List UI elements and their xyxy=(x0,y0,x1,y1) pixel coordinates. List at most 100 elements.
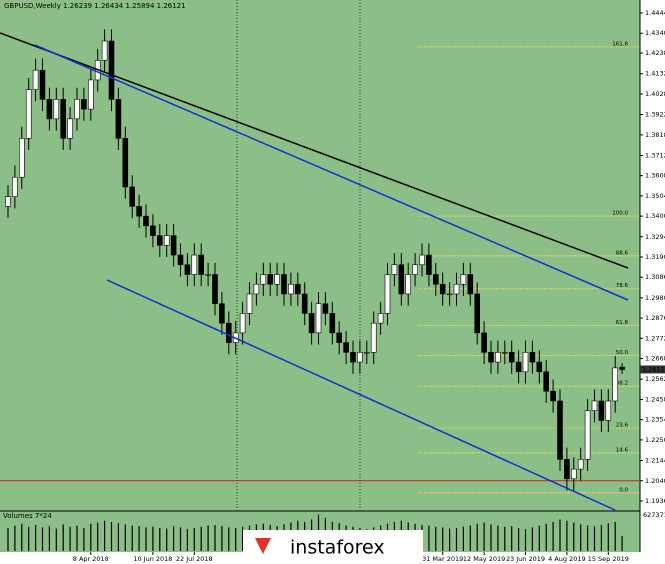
candle-body xyxy=(453,283,460,295)
candles xyxy=(5,29,625,491)
axes: 1.44440 1.43400 1.42380 1.41320 1.40280 1.392… xyxy=(73,9,665,563)
fib-label: 161.8 xyxy=(612,41,628,47)
x-tick-label: 4 Aug 2019 xyxy=(548,555,586,563)
candle-body xyxy=(508,352,515,363)
candle-body xyxy=(267,274,274,285)
channel-lower xyxy=(106,279,616,511)
candle-body xyxy=(377,313,384,324)
watermark-logo xyxy=(255,538,271,554)
candle-body xyxy=(432,274,439,285)
fib-label: 50.0 xyxy=(616,350,629,356)
y-tick-label: 1.22500 xyxy=(645,436,665,444)
candle-body xyxy=(322,303,329,314)
candle-body xyxy=(115,99,122,139)
candle-body xyxy=(143,215,149,227)
candle-body xyxy=(108,40,115,100)
candle-body xyxy=(412,264,418,275)
fib-label: 78.6 xyxy=(616,283,629,289)
y-tick-label: 1.32940 xyxy=(645,233,665,241)
y-tick-label: 1.43400 xyxy=(645,29,665,37)
candle-body xyxy=(612,367,619,402)
candle-body xyxy=(163,235,170,246)
candle-body xyxy=(543,371,550,392)
candle-body xyxy=(405,274,412,295)
candle-body xyxy=(370,322,377,353)
y-tick-label: 1.31900 xyxy=(645,253,665,261)
y-tick-label: 1.42380 xyxy=(645,49,665,57)
candle-body xyxy=(557,400,563,460)
y-tick-label: 1.26680 xyxy=(645,355,665,363)
candle-body xyxy=(205,274,211,276)
candle-body xyxy=(60,99,67,139)
candle-body xyxy=(460,274,467,285)
candle-body xyxy=(246,293,253,314)
candle-body xyxy=(74,99,80,120)
candle-body xyxy=(177,254,184,266)
candle-body xyxy=(584,410,591,460)
candle-body xyxy=(495,352,501,363)
candle-body xyxy=(274,274,280,285)
fib-label: 100.0 xyxy=(612,211,628,217)
y-tick-label: 1.44440 xyxy=(645,9,665,17)
candle-body xyxy=(288,283,294,295)
y-tick-label: 1.41320 xyxy=(645,70,665,78)
fib-label: 14.6 xyxy=(616,447,629,453)
x-tick-label: 12 May 2019 xyxy=(463,555,505,563)
candle-body xyxy=(67,118,73,139)
candle-body xyxy=(350,352,356,363)
candle-body xyxy=(101,40,108,61)
candle-body xyxy=(39,69,46,100)
candle-body xyxy=(81,99,87,110)
candle-body xyxy=(391,264,398,275)
candle-body xyxy=(536,361,543,373)
candle-body xyxy=(605,400,612,421)
candle-body xyxy=(343,342,349,353)
y-tick-label: 1.38180 xyxy=(645,131,665,139)
candle-body xyxy=(226,322,232,343)
candle-body xyxy=(467,274,474,295)
candle-body xyxy=(619,366,625,370)
candle-body xyxy=(315,303,322,334)
candle-body xyxy=(522,352,529,373)
candle-body xyxy=(336,332,343,343)
fib-label: 61.8 xyxy=(616,320,629,326)
candle-body xyxy=(598,400,605,421)
trend-line xyxy=(0,32,629,269)
channel-upper xyxy=(34,44,629,301)
candle-body xyxy=(18,138,25,178)
volume-tick-label: 627371 xyxy=(643,511,665,519)
fib-label: 38.2 xyxy=(616,381,628,387)
fib-label: 23.6 xyxy=(616,423,629,429)
y-tick-label: 1.23540 xyxy=(645,416,665,424)
last-price-label: 1.26121 xyxy=(642,365,665,373)
candle-body xyxy=(53,99,60,120)
fib-label: 88.6 xyxy=(616,250,629,256)
candle-body xyxy=(212,274,218,304)
y-tick-label: 1.30860 xyxy=(645,273,665,281)
candle-body xyxy=(12,176,18,197)
y-tick-label: 1.20400 xyxy=(645,477,665,485)
candle-body xyxy=(439,283,446,295)
candle-body xyxy=(446,293,453,296)
candle-body xyxy=(32,69,39,90)
candle-body xyxy=(481,332,487,353)
candle-body xyxy=(157,235,163,246)
candle-body xyxy=(329,313,336,334)
candle-body xyxy=(191,254,198,275)
candle-body xyxy=(294,283,301,295)
y-tick-label: 1.35040 xyxy=(645,192,665,200)
y-tick-label: 1.21440 xyxy=(645,457,665,465)
candle-body xyxy=(398,264,405,295)
x-tick-label: 23 Jun 2019 xyxy=(506,555,545,563)
candle-body xyxy=(515,361,522,373)
candle-body xyxy=(501,352,508,354)
candle-body xyxy=(426,254,432,275)
fib-label: 0.0 xyxy=(619,487,628,493)
y-tick-label: 1.28760 xyxy=(645,314,665,322)
y-tick-label: 1.40280 xyxy=(645,90,665,98)
y-tick-label: 1.36080 xyxy=(645,172,665,180)
x-tick-label: 22 Jul 2018 xyxy=(176,555,213,563)
watermark-text: instaforex xyxy=(290,537,385,559)
candle-body xyxy=(363,352,370,354)
